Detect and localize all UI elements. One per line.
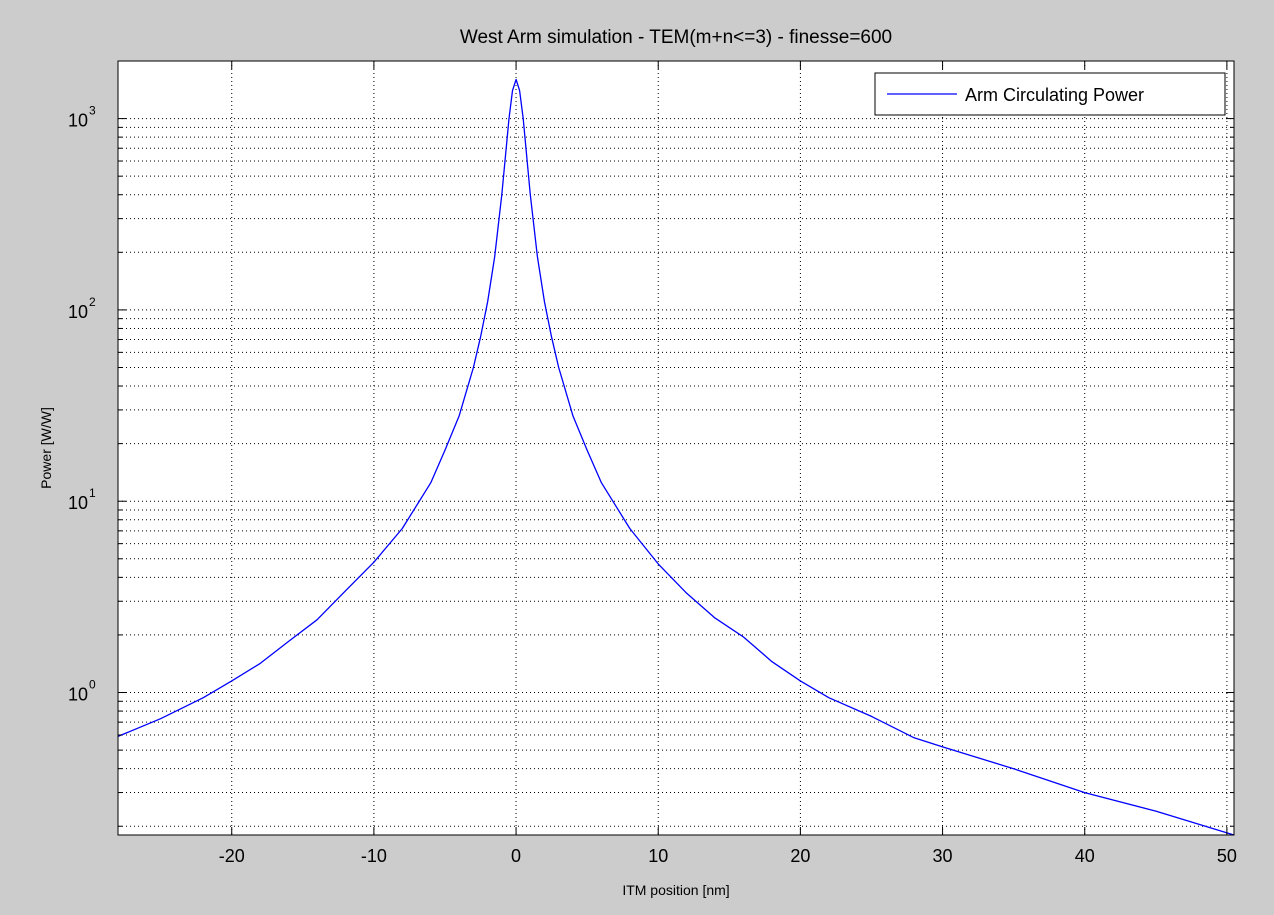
series-line-arm-circulating-power bbox=[117, 78, 1235, 836]
y-tick-label: 10 bbox=[68, 302, 88, 322]
y-tick-label: 10 bbox=[68, 685, 88, 705]
legend-label: Arm Circulating Power bbox=[965, 85, 1144, 105]
legend: Arm Circulating Power bbox=[874, 72, 1226, 116]
y-tick-exponent: 1 bbox=[89, 486, 96, 500]
series-layer bbox=[117, 78, 1235, 836]
x-tick-label: -20 bbox=[219, 846, 245, 866]
x-tick-label: 0 bbox=[511, 846, 521, 866]
y-tick-exponent: 3 bbox=[89, 104, 96, 118]
y-tick-exponent: 0 bbox=[89, 678, 96, 692]
x-tick-label: 30 bbox=[933, 846, 953, 866]
y-tick-label: 10 bbox=[68, 493, 88, 513]
chart-title: West Arm simulation - TEM(m+n<=3) - fine… bbox=[460, 27, 892, 48]
x-axis-label: ITM position [nm] bbox=[622, 882, 729, 898]
x-tick-label: 20 bbox=[790, 846, 810, 866]
x-axis: -20 -10 0 10 20 30 40 50 bbox=[219, 61, 1237, 866]
y-tick-label: 10 bbox=[68, 111, 88, 131]
x-tick-label: -10 bbox=[361, 846, 387, 866]
axes-frame bbox=[117, 60, 1235, 836]
x-tick-label: 40 bbox=[1075, 846, 1095, 866]
y-axis-label: Power [W/W] bbox=[38, 407, 54, 489]
x-tick-label: 10 bbox=[648, 846, 668, 866]
plot-area bbox=[118, 61, 1234, 835]
x-tick-label: 50 bbox=[1217, 846, 1237, 866]
grid bbox=[118, 60, 1234, 835]
y-tick-exponent: 2 bbox=[89, 295, 96, 309]
